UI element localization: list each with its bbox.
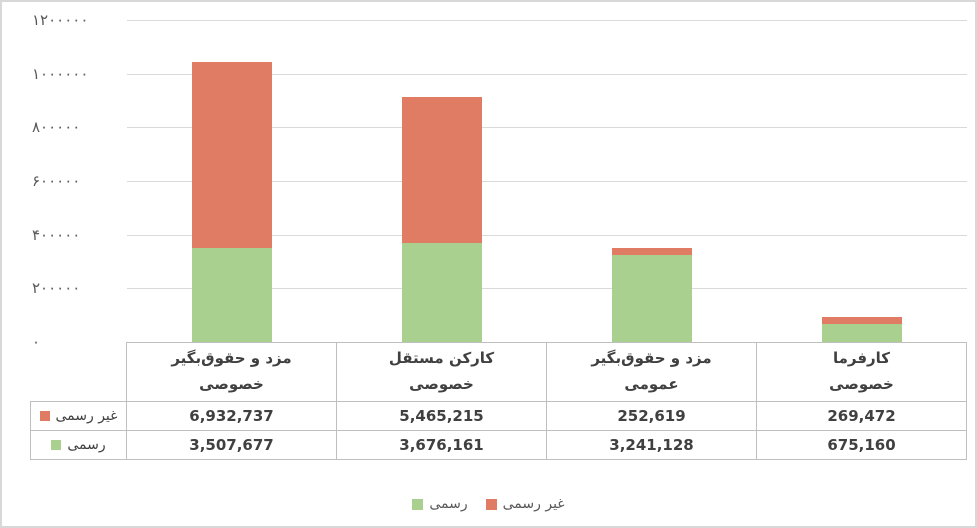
table-row-label: رسمی <box>30 431 127 460</box>
table-value-cell: 675,160 <box>757 431 967 460</box>
legend-label: غیر رسمی <box>502 496 565 512</box>
series-name: رسمی <box>67 437 106 453</box>
bar-segment-formal <box>402 243 482 342</box>
data-table: مزد و حقوق‌بگیر خصوصی کارکن مستقل خصوصی مزد … <box>30 342 967 460</box>
legend-label: رسمی <box>429 496 468 512</box>
table-value-cell: 3,676,161 <box>337 431 547 460</box>
category-label-line1: مزد و حقوق‌بگیر <box>591 349 712 367</box>
gridline <box>127 20 967 21</box>
gridline <box>127 288 967 290</box>
y-tick-label: ۱۰۰۰۰۰۰ <box>32 64 89 83</box>
y-tick-label: ۶۰۰۰۰۰ <box>32 172 81 190</box>
table-header-cell: مزد و حقوق‌بگیر خصوصی <box>127 342 337 402</box>
y-tick-label: ۴۰۰۰۰۰ <box>32 225 81 244</box>
gridline <box>127 127 967 129</box>
bar-segment-informal <box>192 61 272 248</box>
y-tick-label: ۲۰۰۰۰۰ <box>32 279 81 298</box>
table-row-label: غیر رسمی <box>30 402 127 431</box>
category-label-line2: خصوصی <box>409 375 474 393</box>
legend: رسمی غیر رسمی <box>2 496 975 512</box>
category-label-line2: عمومی <box>624 375 679 393</box>
y-tick-label: ۰ <box>32 333 41 351</box>
gridline <box>127 73 967 75</box>
gridline <box>127 342 967 343</box>
gridline <box>127 181 967 182</box>
table-value-cell: 5,465,215 <box>337 402 547 431</box>
series-key-swatch <box>51 440 62 450</box>
bar-segment-formal <box>822 323 902 342</box>
table-value-cell: 252,619 <box>547 402 757 431</box>
category-label-line2: خصوصی <box>829 375 894 393</box>
table-header-cell: کارکن مستقل خصوصی <box>337 342 547 402</box>
gridline <box>127 234 967 236</box>
bar-segment-formal <box>192 247 272 342</box>
table-value-cell: 3,507,677 <box>127 431 337 460</box>
table-corner-cell <box>30 342 127 402</box>
y-tick-label: ۱۲۰۰۰۰۰ <box>32 11 89 29</box>
table-value-cell: 269,472 <box>757 402 967 431</box>
legend-item: غیر رسمی <box>485 496 565 512</box>
bar-segment-informal <box>402 96 482 244</box>
series-name: غیر رسمی <box>55 408 118 424</box>
category-label-line1: مزد و حقوق‌بگیر <box>171 349 292 367</box>
category-label-line1: کارفرما <box>832 349 891 367</box>
bar-segment-formal <box>612 255 692 342</box>
table-value-cell: 6,932,737 <box>127 402 337 431</box>
series-key-swatch <box>39 411 50 421</box>
table-header-cell: کارفرما خصوصی <box>757 342 967 402</box>
y-tick-label: ۸۰۰۰۰۰ <box>32 118 81 137</box>
table-header-cell: مزد و حقوق‌بگیر عمومی <box>547 342 757 402</box>
legend-swatch <box>485 498 497 510</box>
legend-swatch <box>412 498 424 510</box>
bar-segment-informal <box>612 248 692 256</box>
category-label-line1: کارکن مستقل <box>388 349 495 367</box>
bar-segment-informal <box>822 316 902 324</box>
category-label-line2: خصوصی <box>199 375 264 393</box>
table-value-cell: 3,241,128 <box>547 431 757 460</box>
legend-item: رسمی <box>412 496 468 512</box>
